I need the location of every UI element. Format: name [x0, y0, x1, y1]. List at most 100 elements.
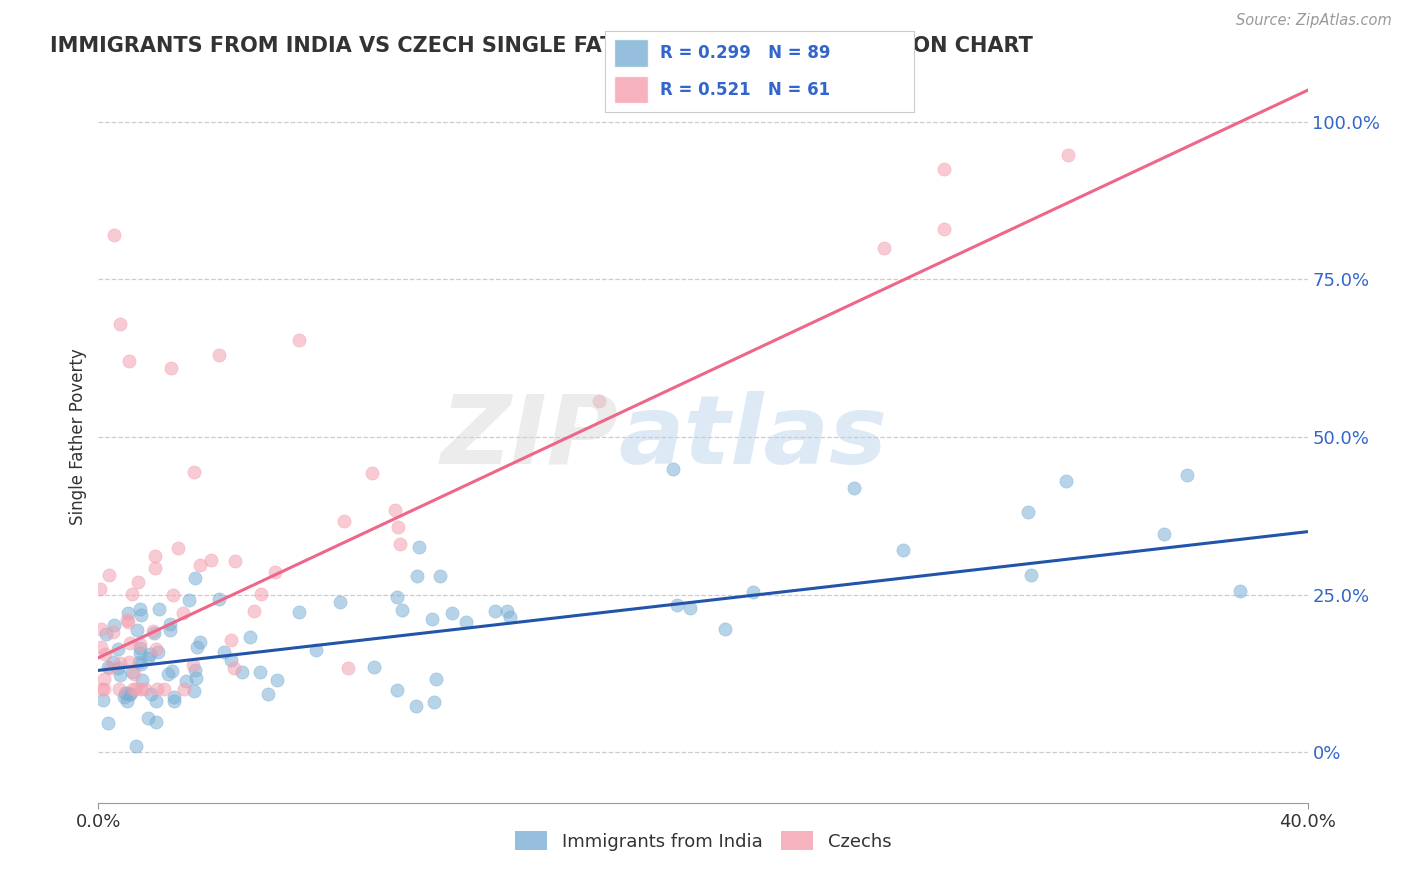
Point	[103, 228, 125, 243]
Point	[97, 715, 120, 730]
Point	[420, 612, 443, 626]
Point	[153, 682, 176, 697]
Point	[148, 602, 170, 616]
Point	[108, 682, 131, 697]
Point	[425, 672, 447, 686]
Point	[129, 607, 152, 622]
Point	[172, 606, 194, 620]
Point	[384, 502, 406, 516]
Point	[188, 635, 211, 649]
Point	[264, 566, 287, 580]
Point	[162, 664, 184, 678]
Point	[125, 682, 148, 697]
Point	[142, 626, 165, 640]
Point	[136, 711, 159, 725]
Point	[184, 663, 207, 677]
Point	[145, 642, 167, 657]
Point	[1057, 147, 1080, 161]
Point	[333, 514, 356, 528]
Point	[188, 558, 211, 573]
Text: R = 0.521   N = 61: R = 0.521 N = 61	[661, 81, 831, 99]
Point	[117, 606, 139, 620]
Point	[167, 541, 190, 555]
Point	[108, 656, 131, 670]
Point	[288, 333, 311, 347]
Point	[222, 661, 245, 675]
Point	[499, 610, 522, 624]
Point	[128, 655, 150, 669]
Point	[337, 661, 360, 675]
Point	[131, 657, 153, 671]
Point	[112, 690, 135, 705]
Point	[429, 569, 451, 583]
Point	[183, 465, 205, 479]
Point	[243, 604, 266, 618]
Point	[679, 600, 702, 615]
Point	[115, 686, 138, 700]
Point	[163, 694, 186, 708]
Point	[127, 575, 149, 590]
Point	[495, 604, 517, 618]
Point	[89, 582, 111, 596]
Point	[219, 653, 242, 667]
Text: Source: ZipAtlas.com: Source: ZipAtlas.com	[1236, 13, 1392, 29]
Point	[184, 671, 207, 685]
Point	[108, 668, 131, 682]
Point	[387, 519, 409, 533]
Point	[183, 657, 205, 672]
Point	[714, 622, 737, 636]
Point	[97, 660, 120, 674]
Point	[186, 640, 208, 655]
Point	[173, 682, 195, 697]
Point	[117, 613, 139, 627]
Point	[363, 660, 385, 674]
Point	[90, 622, 112, 636]
Point	[107, 641, 129, 656]
Point	[107, 661, 129, 675]
Point	[122, 682, 145, 697]
Text: atlas: atlas	[619, 391, 887, 483]
Point	[742, 585, 765, 599]
Point	[114, 685, 136, 699]
Point	[177, 593, 200, 607]
Point	[160, 360, 183, 375]
Point	[125, 739, 148, 753]
Point	[117, 615, 139, 629]
Point	[145, 693, 167, 707]
Point	[120, 636, 142, 650]
Point	[163, 690, 186, 705]
Point	[121, 587, 143, 601]
Point	[184, 571, 207, 585]
Point	[117, 655, 139, 669]
Y-axis label: Single Father Poverty: Single Father Poverty	[69, 349, 87, 525]
Point	[249, 665, 271, 680]
Point	[224, 554, 246, 568]
Point	[391, 603, 413, 617]
Point	[212, 645, 235, 659]
Point	[117, 693, 139, 707]
Point	[134, 682, 156, 697]
Point	[91, 693, 114, 707]
Legend: Immigrants from India, Czechs: Immigrants from India, Czechs	[506, 822, 900, 860]
Point	[103, 618, 125, 632]
Point	[932, 222, 955, 236]
Point	[94, 647, 117, 661]
Point	[139, 647, 162, 661]
Point	[1021, 567, 1043, 582]
Point	[157, 667, 180, 681]
Point	[136, 651, 159, 665]
Point	[108, 317, 131, 331]
Point	[143, 561, 166, 575]
Point	[844, 481, 866, 495]
Point	[588, 394, 610, 409]
Point	[256, 687, 278, 701]
Point	[183, 684, 205, 698]
Point	[129, 637, 152, 651]
Point	[423, 695, 446, 709]
Point	[90, 640, 112, 654]
Point	[456, 615, 478, 629]
Point	[174, 674, 197, 689]
Point	[893, 543, 915, 558]
Point	[118, 354, 141, 368]
Point	[405, 699, 427, 714]
